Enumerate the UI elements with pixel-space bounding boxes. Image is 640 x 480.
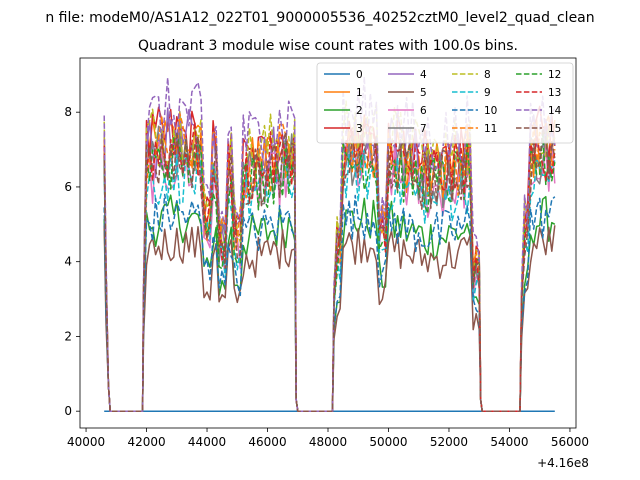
legend-label-1: 1 — [356, 87, 363, 99]
series-line-15 — [103, 124, 556, 412]
legend-label-8: 8 — [484, 69, 491, 81]
x-tick-label: 56000 — [551, 435, 589, 449]
y-tick-label: 0 — [64, 404, 72, 418]
legend-label-7: 7 — [420, 123, 427, 135]
legend-label-0: 0 — [356, 69, 363, 81]
y-tick-label: 6 — [64, 180, 72, 194]
legend-label-9: 9 — [484, 87, 491, 99]
x-tick-label: 54000 — [490, 435, 528, 449]
y-tick-label: 8 — [64, 105, 72, 119]
series-line-5 — [103, 225, 556, 412]
legend-label-6: 6 — [420, 105, 427, 117]
y-tick-label: 2 — [64, 329, 72, 343]
legend-label-15: 15 — [548, 123, 561, 135]
x-tick-label: 44000 — [188, 435, 226, 449]
chart-title: Quadrant 3 module wise count rates with … — [138, 38, 518, 54]
x-tick-label: 42000 — [127, 435, 165, 449]
legend-label-10: 10 — [484, 105, 497, 117]
legend-label-13: 13 — [548, 87, 561, 99]
legend-box — [316, 62, 574, 144]
plot-frame — [79, 57, 577, 429]
x-tick-label: 46000 — [248, 435, 286, 449]
series-layer — [103, 75, 556, 412]
legend-label-11: 11 — [484, 123, 497, 135]
x-offset-label: +4.16e8 — [537, 456, 589, 470]
x-tick-label: 50000 — [369, 435, 407, 449]
x-tick-label: 40000 — [67, 435, 105, 449]
figure-suptitle: n file: modeM0/AS1A12_022T01_9000005536_… — [45, 10, 594, 26]
axes-layer: 40000 42000 44000 46000 48000 50000 52000 54000… — [64, 105, 589, 449]
x-tick-label: 48000 — [309, 435, 347, 449]
legend-label-2: 2 — [356, 105, 363, 117]
x-tick-label: 52000 — [430, 435, 468, 449]
legend-label-4: 4 — [420, 69, 427, 81]
series-line-13 — [103, 121, 556, 412]
legend-label-14: 14 — [548, 105, 562, 117]
series-line-10 — [103, 193, 556, 412]
y-tick-label: 4 — [64, 255, 72, 269]
legend-label-3: 3 — [356, 123, 363, 135]
legend-label-12: 12 — [548, 69, 561, 81]
legend-label-5: 5 — [420, 87, 427, 99]
